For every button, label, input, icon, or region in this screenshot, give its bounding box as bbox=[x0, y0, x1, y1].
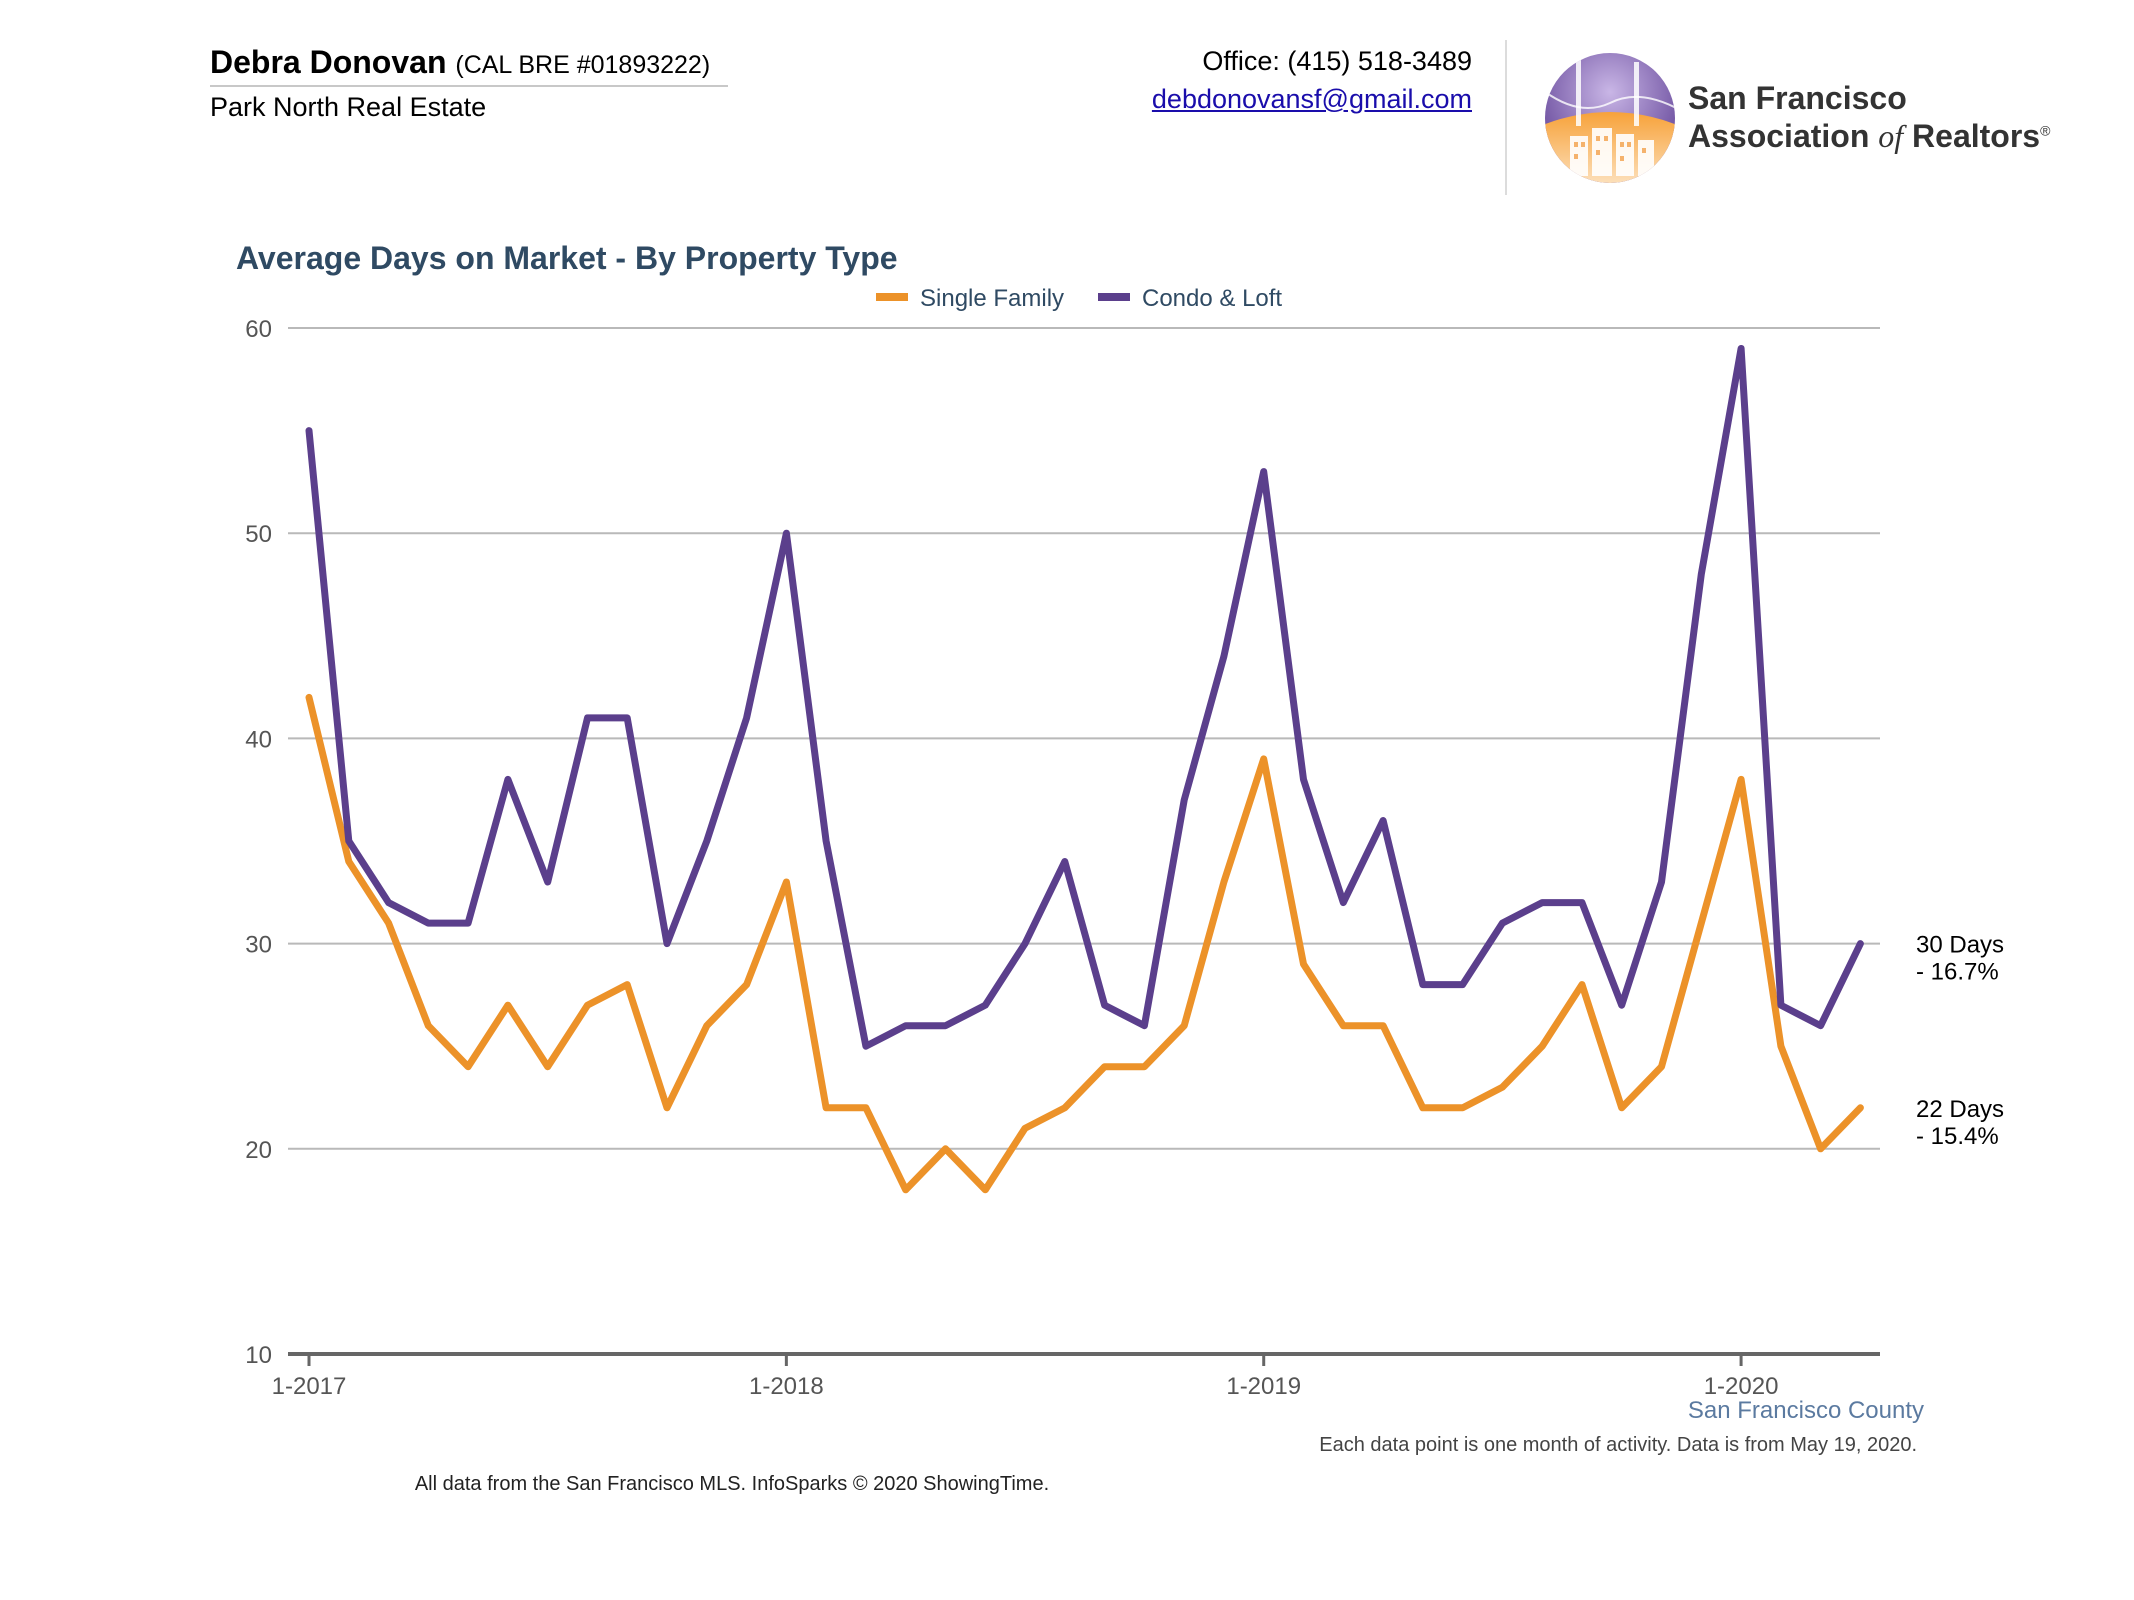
x-tick-label: 1-2020 bbox=[1704, 1373, 1779, 1400]
axes: 10 20 30 40 50 60 1-2017 1-2018 1-2019 1-2020 bbox=[245, 316, 1880, 1400]
data-credit: All data from the San Francisco MLS. Inf… bbox=[414, 1473, 1050, 1495]
email-link[interactable]: debdonovansf@gmail.com bbox=[1151, 84, 1472, 114]
grid-lines bbox=[288, 327, 1880, 1150]
header-separator bbox=[1505, 40, 1507, 195]
agent-name: Debra Donovan bbox=[210, 44, 447, 80]
agent-name-line: Debra Donovan (CAL BRE #01893222) bbox=[210, 44, 710, 81]
legend-label-single-family: Single Family bbox=[920, 285, 1064, 312]
y-tick-label: 10 bbox=[245, 1342, 272, 1369]
end-label-value: 30 Days bbox=[1916, 932, 2004, 959]
legend: Single Family Condo & Loft bbox=[876, 285, 1282, 312]
x-tick-label: 1-2018 bbox=[749, 1373, 824, 1400]
end-label-change: - 16.7% bbox=[1916, 959, 1999, 986]
logo-registered-mark: ® bbox=[2040, 122, 2051, 139]
logo-word-of: of bbox=[1878, 118, 1904, 154]
x-tick-label: 1-2019 bbox=[1226, 1373, 1301, 1400]
y-tick-label: 60 bbox=[245, 316, 272, 343]
series-line-single-family bbox=[305, 693, 1864, 1194]
series-line-condo-loft bbox=[305, 345, 1864, 1050]
end-label-value: 22 Days bbox=[1916, 1096, 2004, 1123]
office-phone: Office: (415) 518-3489 bbox=[1202, 46, 1472, 76]
agent-divider bbox=[210, 85, 728, 87]
legend-label-condo-loft: Condo & Loft bbox=[1142, 285, 1282, 312]
x-tick-label: 1-2017 bbox=[272, 1373, 347, 1400]
y-tick-label: 30 bbox=[245, 932, 272, 959]
logo-word-association: Association bbox=[1688, 118, 1870, 154]
logo-word-realtors: Realtors bbox=[1912, 118, 2041, 154]
logo-text-line1: San Francisco bbox=[1688, 80, 1907, 116]
data-note: Each data point is one month of activity… bbox=[1319, 1434, 1917, 1456]
end-labels: 30 Days- 16.7% 22 Days- 15.4% bbox=[1916, 932, 2004, 1150]
sfar-logo-icon bbox=[1545, 53, 1675, 183]
y-tick-label: 40 bbox=[245, 726, 272, 753]
chart-title: Average Days on Market - By Property Typ… bbox=[236, 240, 898, 276]
agent-license: (CAL BRE #01893222) bbox=[455, 51, 711, 79]
county-label: San Francisco County bbox=[1687, 1397, 1924, 1424]
y-tick-label: 20 bbox=[245, 1137, 272, 1164]
logo-text-line2: Association of Realtors® bbox=[1688, 118, 2050, 155]
data-series bbox=[305, 345, 1864, 1194]
agent-company: Park North Real Estate bbox=[210, 92, 487, 122]
y-tick-label: 50 bbox=[245, 521, 272, 548]
end-label-change: - 15.4% bbox=[1916, 1123, 1999, 1150]
